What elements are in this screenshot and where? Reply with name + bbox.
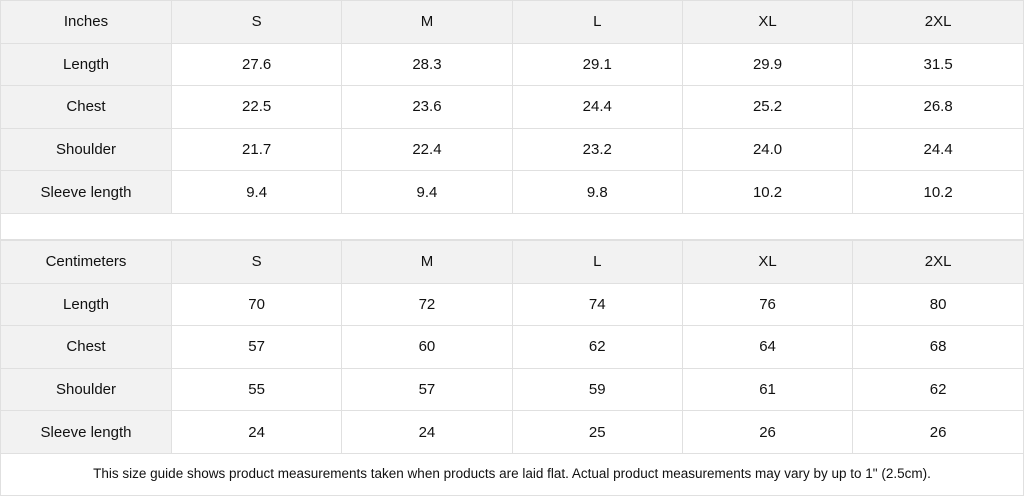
cell: 55 — [170, 367, 343, 412]
inches-table: Inches S M L XL 2XL Length 27.6 28.3 29.1 29.9 31.5… — [1, 1, 1023, 214]
cell: M — [341, 1, 513, 44]
cell: S — [170, 239, 343, 284]
size-note: This size guide shows product measuremen… — [1, 454, 1023, 496]
cell: 26 — [681, 410, 854, 454]
cell: 74 — [511, 282, 683, 327]
cell: 29.9 — [681, 42, 854, 87]
cell: 26.8 — [852, 85, 1023, 129]
cell: 60 — [341, 325, 513, 369]
cell: 27.6 — [170, 42, 343, 87]
row-label: Shoulder — [1, 127, 172, 172]
row-label: Length — [1, 42, 172, 87]
cell: L — [511, 239, 683, 284]
cell: 80 — [852, 282, 1023, 327]
table-row: Length 27.6 28.3 29.1 29.9 31.5 — [1, 42, 1023, 87]
row-label: Shoulder — [1, 367, 172, 412]
header-row: Inches S M L XL 2XL — [1, 1, 1023, 44]
cell: 9.4 — [341, 170, 513, 214]
cell: 76 — [681, 282, 854, 327]
centimeters-table: Centimeters S M L XL 2XL Length 70 72 74 76 80 Chest… — [1, 239, 1023, 454]
row-label: Length — [1, 282, 172, 327]
cell: 64 — [681, 325, 854, 369]
table-row: Chest 57 60 62 64 68 — [1, 325, 1023, 369]
cell: XL — [681, 1, 854, 44]
cell: 9.4 — [170, 170, 343, 214]
cell: 62 — [511, 325, 683, 369]
cell: 25.2 — [681, 85, 854, 129]
cell: 24.4 — [511, 85, 683, 129]
cell: 28.3 — [341, 42, 513, 87]
cell: M — [341, 239, 513, 284]
cell: 22.4 — [341, 127, 513, 172]
cell: L — [511, 1, 683, 44]
table-row: Sleeve length 24 24 25 26 26 — [1, 410, 1023, 454]
cell: 23.2 — [511, 127, 683, 172]
cell: XL — [681, 239, 854, 284]
row-label: Chest — [1, 85, 172, 129]
cell: 24 — [170, 410, 343, 454]
cell: 62 — [852, 367, 1023, 412]
row-label: Centimeters — [1, 239, 172, 284]
row-label: Sleeve length — [1, 410, 172, 454]
row-label: Sleeve length — [1, 170, 172, 214]
cell: 2XL — [852, 1, 1023, 44]
cell: 22.5 — [170, 85, 343, 129]
cell: 10.2 — [681, 170, 854, 214]
cell: 24.4 — [852, 127, 1023, 172]
cell: 23.6 — [341, 85, 513, 129]
cell: 24 — [341, 410, 513, 454]
header-row: Centimeters S M L XL 2XL — [1, 239, 1023, 284]
cell: 31.5 — [852, 42, 1023, 87]
cell: 26 — [852, 410, 1023, 454]
cell: 70 — [170, 282, 343, 327]
cell: 2XL — [852, 239, 1023, 284]
cell: 29.1 — [511, 42, 683, 87]
spacer — [1, 214, 1023, 240]
table-row: Sleeve length 9.4 9.4 9.8 10.2 10.2 — [1, 170, 1023, 214]
cell: 61 — [681, 367, 854, 412]
cell: 68 — [852, 325, 1023, 369]
cell: 57 — [170, 325, 343, 369]
row-label: Inches — [1, 1, 172, 44]
table-row: Shoulder 21.7 22.4 23.2 24.0 24.4 — [1, 127, 1023, 172]
cell: 25 — [511, 410, 683, 454]
cell: 72 — [341, 282, 513, 327]
cell: S — [170, 1, 343, 44]
cell: 24.0 — [681, 127, 854, 172]
table-row: Shoulder 55 57 59 61 62 — [1, 367, 1023, 412]
cell: 59 — [511, 367, 683, 412]
cell: 10.2 — [852, 170, 1023, 214]
row-label: Chest — [1, 325, 172, 369]
table-row: Length 70 72 74 76 80 — [1, 282, 1023, 327]
cell: 21.7 — [170, 127, 343, 172]
table-row: Chest 22.5 23.6 24.4 25.2 26.8 — [1, 85, 1023, 129]
cell: 9.8 — [511, 170, 683, 214]
cell: 57 — [341, 367, 513, 412]
